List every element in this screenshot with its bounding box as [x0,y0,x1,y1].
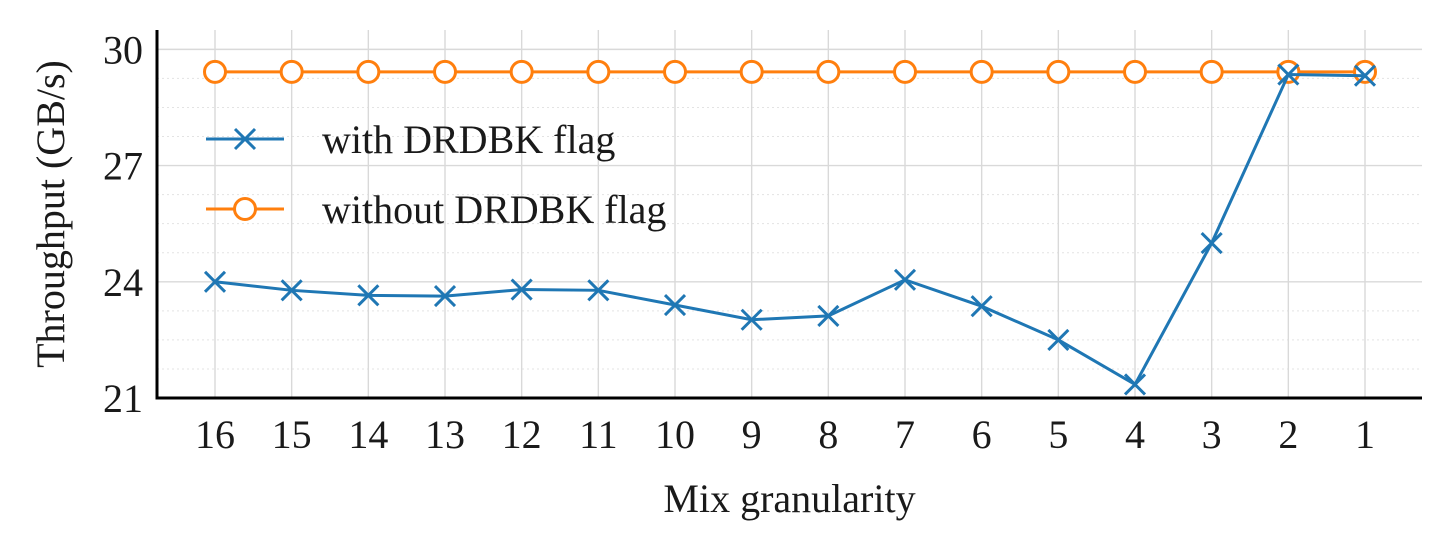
x-tick-label: 8 [818,412,838,457]
data-point [663,293,687,317]
data-point [586,59,611,84]
marker-stroke [587,279,610,302]
data-point [663,59,687,84]
marker-stroke [357,284,380,307]
marker-stroke [203,270,227,293]
series-group [203,59,1377,396]
x-axis-title: Mix granularity [663,476,915,521]
y-tick-label: 27 [103,144,143,189]
data-point [356,59,381,84]
marker-stroke [970,295,993,318]
data-point [203,270,227,293]
data-point [893,268,917,291]
axes [155,30,1422,400]
marker-stroke [1353,64,1377,87]
y-axis-title: Throughput (GB/s) [28,60,73,368]
marker-stroke [663,293,687,317]
data-point [357,284,380,307]
data-point [1276,59,1301,84]
data-point [203,59,227,84]
marker-stroke [280,279,303,302]
x-tick-label: 14 [348,412,388,457]
legend: with DRDBK flag without DRDBK flag [206,117,666,232]
data-point [1123,373,1147,396]
data-point [817,304,840,327]
marker-stroke [1123,373,1147,396]
data-point [969,59,994,84]
x-tick-label: 10 [655,412,695,457]
series-without-drdbk-flag [203,59,1377,84]
data-point [1046,59,1071,84]
data-point [1353,59,1377,84]
marker-stroke [233,127,257,151]
data-point [1123,59,1147,84]
x-tick-label: 11 [579,412,618,457]
marker-stroke [893,268,917,291]
data-point [279,59,304,84]
data-point [280,279,303,302]
x-axis-ticks: 16 15 14 13 12 11 10 9 8 7 6 5 4 3 2 1 [195,412,1375,457]
legend-item: with DRDBK flag [206,117,615,162]
data-point [1353,64,1377,87]
data-point [740,308,763,331]
data-point [1200,231,1223,255]
data-point [587,279,610,302]
data-point [1277,63,1300,86]
marker-stroke [1047,328,1070,351]
x-tick-label: 16 [195,412,235,457]
data-point [509,59,534,84]
x-tick-label: 2 [1278,412,1298,457]
series-line [214,73,1366,387]
x-tick-label: 13 [425,412,465,457]
x-tick-label: 3 [1202,412,1222,457]
y-tick-label: 30 [103,27,143,72]
x-tick-label: 5 [1048,412,1068,457]
legend-label: with DRDBK flag [322,117,615,162]
series-with-drdbk-flag [203,63,1377,396]
x-tick-label: 15 [272,412,312,457]
legend-item: without DRDBK flag [206,187,666,232]
data-point [510,278,533,301]
marker-stroke [1277,63,1300,86]
data-point [739,59,764,84]
y-axis-ticks: 21 24 27 30 [103,27,143,421]
x-tick-label: 7 [895,412,915,457]
marker-stroke [510,278,533,301]
x-tick-label: 1 [1355,412,1375,457]
legend-marker [233,197,257,221]
data-point [433,285,457,308]
x-tick-label: 12 [502,412,542,457]
x-tick-label: 9 [742,412,762,457]
data-point [970,295,993,318]
marker-stroke [433,285,457,308]
y-tick-label: 21 [103,376,143,421]
data-point [816,59,841,84]
x-tick-label: 6 [972,412,992,457]
grid [157,30,1422,399]
marker-stroke [817,304,840,327]
marker-stroke [1200,231,1223,255]
marker-stroke [740,308,763,331]
legend-marker [233,127,257,151]
data-point [1199,59,1224,84]
y-tick-label: 24 [103,260,143,305]
data-point [1047,328,1070,351]
legend-label: without DRDBK flag [322,187,666,232]
data-point [893,59,917,84]
x-tick-label: 4 [1125,412,1145,457]
data-point [433,59,457,84]
